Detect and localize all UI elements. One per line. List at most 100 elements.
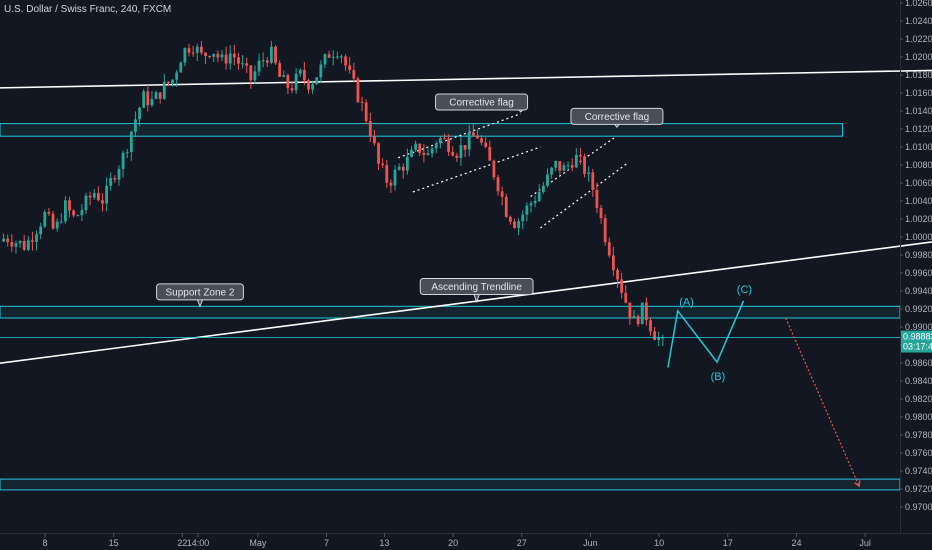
candle-body bbox=[360, 101, 364, 103]
candle bbox=[521, 210, 525, 230]
candle bbox=[204, 51, 207, 64]
candle bbox=[430, 146, 434, 158]
candle bbox=[274, 45, 277, 65]
candle bbox=[278, 60, 282, 78]
candle-body bbox=[533, 201, 537, 204]
candle-body bbox=[261, 60, 265, 62]
candle-body bbox=[554, 161, 558, 168]
x-tick-label: 13 bbox=[379, 538, 389, 548]
candle bbox=[249, 64, 253, 89]
annotation-callout[interactable]: Corrective flag bbox=[435, 93, 529, 113]
candle bbox=[513, 218, 516, 229]
y-tick-label: 1.00400 bbox=[905, 196, 932, 206]
wave-projection-path[interactable] bbox=[667, 300, 745, 368]
candle bbox=[488, 140, 492, 161]
candle bbox=[480, 135, 483, 146]
candle-body bbox=[167, 81, 170, 84]
candle-body bbox=[232, 53, 236, 58]
lower-support-zone[interactable] bbox=[0, 478, 901, 491]
resistance-zone[interactable] bbox=[0, 123, 844, 137]
candle bbox=[517, 218, 521, 236]
candle-body bbox=[47, 212, 51, 214]
candle-body bbox=[92, 192, 96, 198]
candle bbox=[587, 166, 591, 182]
candle bbox=[298, 68, 302, 77]
candle-body bbox=[315, 77, 319, 85]
candle-body bbox=[96, 192, 100, 201]
candle bbox=[154, 90, 158, 100]
candle bbox=[657, 331, 661, 347]
wave-label: (A) bbox=[679, 296, 694, 308]
candle bbox=[14, 240, 18, 254]
candle bbox=[653, 326, 656, 341]
candle bbox=[237, 52, 240, 70]
flag2-lower[interactable] bbox=[540, 161, 630, 229]
candle-body bbox=[591, 172, 595, 190]
candle-body bbox=[616, 270, 619, 280]
candle bbox=[270, 40, 273, 65]
wave-label: (B) bbox=[711, 371, 726, 383]
annotation-callout[interactable]: Support Zone 2 bbox=[156, 283, 244, 308]
candle bbox=[438, 136, 442, 149]
annotation-callout[interactable]: Ascending Trendline bbox=[419, 278, 534, 304]
candle-body bbox=[525, 205, 529, 215]
candle bbox=[583, 153, 586, 178]
candle-body bbox=[286, 75, 290, 89]
candle-body bbox=[179, 62, 183, 73]
candle bbox=[348, 56, 352, 74]
annotation-callout[interactable]: Corrective flag bbox=[570, 107, 664, 129]
candle bbox=[331, 50, 335, 66]
candle-body bbox=[373, 136, 376, 144]
candle-body bbox=[480, 138, 483, 143]
candle bbox=[72, 209, 76, 218]
candle bbox=[315, 77, 319, 85]
candle-body bbox=[204, 52, 207, 57]
candle bbox=[64, 196, 67, 224]
candle bbox=[311, 80, 315, 95]
candle bbox=[599, 204, 603, 224]
candle-body bbox=[517, 221, 521, 228]
support-zone-2[interactable] bbox=[0, 305, 901, 319]
candle bbox=[377, 142, 380, 170]
candles-layer bbox=[2, 40, 665, 347]
candle-body bbox=[364, 102, 368, 122]
candle-body bbox=[583, 156, 586, 174]
candle bbox=[121, 150, 125, 178]
candle-body bbox=[142, 91, 146, 108]
candle bbox=[257, 53, 261, 76]
candle-body bbox=[208, 56, 212, 58]
candle-body bbox=[484, 142, 488, 147]
candle bbox=[88, 191, 92, 206]
candle-body bbox=[35, 234, 38, 242]
candle bbox=[476, 129, 479, 139]
annotation-text: Corrective flag bbox=[585, 112, 649, 123]
candle-body bbox=[537, 192, 541, 202]
candle bbox=[533, 195, 537, 208]
candle-body bbox=[570, 165, 574, 168]
projection-line[interactable] bbox=[785, 317, 860, 487]
x-tick-label: 20 bbox=[448, 538, 458, 548]
candle bbox=[220, 49, 224, 62]
candle-body bbox=[319, 64, 323, 78]
candle bbox=[142, 88, 146, 108]
candle-body bbox=[245, 63, 249, 66]
candle-body bbox=[381, 163, 385, 166]
candle-body bbox=[389, 182, 393, 186]
candle-body bbox=[566, 165, 570, 167]
candle bbox=[624, 285, 628, 304]
candle-body bbox=[574, 154, 578, 168]
ascending-trendline[interactable] bbox=[0, 236, 932, 367]
annotations-layer: Corrective flag Corrective flag Support Zo… bbox=[156, 93, 664, 308]
candle bbox=[307, 78, 310, 94]
upper-trendline[interactable] bbox=[0, 69, 932, 89]
candle-body bbox=[228, 53, 232, 64]
candle bbox=[232, 44, 236, 66]
candle bbox=[84, 192, 88, 215]
x-tick-label: 17 bbox=[723, 538, 733, 548]
projection-arrowhead bbox=[854, 480, 861, 488]
candle-body bbox=[327, 54, 331, 58]
candle-body bbox=[212, 53, 216, 57]
candle bbox=[579, 147, 582, 165]
